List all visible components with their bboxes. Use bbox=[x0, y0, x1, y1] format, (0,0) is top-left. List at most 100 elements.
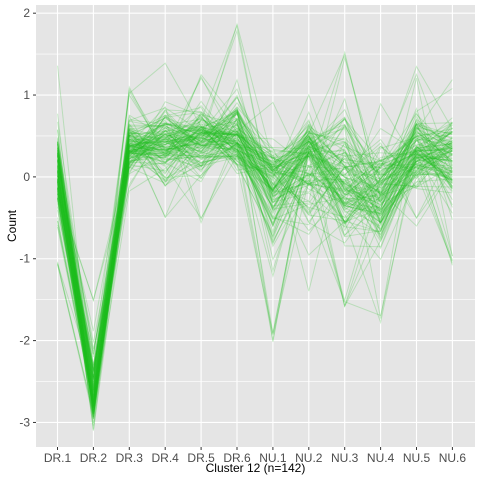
y-axis: -3 -2 -1 0 1 2 bbox=[19, 6, 36, 429]
y-tick-label: 1 bbox=[23, 88, 30, 102]
series-line bbox=[57, 85, 453, 412]
series-line bbox=[57, 128, 453, 393]
series-line bbox=[57, 137, 453, 412]
series-line bbox=[57, 122, 453, 417]
series-line bbox=[57, 130, 453, 392]
series-line bbox=[57, 134, 453, 411]
series-line bbox=[57, 114, 453, 408]
x-tick-label: NU.6 bbox=[439, 451, 467, 465]
series-line bbox=[57, 109, 453, 404]
series-line bbox=[57, 128, 453, 372]
y-tick-label: 0 bbox=[23, 170, 30, 184]
series-line bbox=[57, 117, 453, 415]
series-line bbox=[57, 102, 453, 408]
x-tick-label: DR.4 bbox=[152, 451, 180, 465]
series-line bbox=[57, 108, 453, 411]
series-line bbox=[57, 135, 453, 405]
series-line bbox=[57, 116, 453, 408]
series-line bbox=[57, 126, 453, 414]
series-line bbox=[57, 133, 453, 418]
series-line bbox=[57, 122, 453, 431]
series-line bbox=[57, 118, 453, 395]
series-line bbox=[57, 121, 453, 406]
series-line bbox=[57, 118, 453, 392]
series-line bbox=[57, 65, 453, 404]
series-line bbox=[57, 123, 453, 419]
series-line bbox=[57, 53, 453, 423]
series-line bbox=[57, 101, 453, 378]
y-axis-title: Count bbox=[5, 209, 19, 242]
series-line bbox=[57, 115, 453, 414]
series-line bbox=[57, 128, 453, 418]
series-line bbox=[57, 77, 453, 332]
x-axis: DR.1 DR.2 DR.3 DR.4 DR.5 DR.6 NU.1 NU.2 NU.3 NU.4… bbox=[44, 447, 467, 465]
y-tick-label: -1 bbox=[19, 252, 30, 266]
series-line bbox=[57, 113, 453, 367]
series-line bbox=[57, 121, 453, 386]
series-line bbox=[57, 122, 453, 369]
series-line bbox=[57, 120, 453, 406]
series-line bbox=[57, 100, 453, 355]
series-line bbox=[57, 108, 453, 414]
series-line bbox=[57, 121, 453, 373]
series-line bbox=[57, 75, 453, 408]
series-line bbox=[57, 106, 453, 418]
series-line bbox=[57, 137, 453, 398]
series-line bbox=[57, 89, 453, 396]
series-line bbox=[57, 118, 453, 404]
series-line bbox=[57, 126, 453, 369]
x-tick-label: NU.3 bbox=[331, 451, 359, 465]
series-line bbox=[57, 106, 453, 408]
series-line bbox=[57, 127, 453, 379]
series-line bbox=[57, 118, 453, 402]
series-line bbox=[57, 113, 453, 373]
y-tick-label: 2 bbox=[23, 6, 30, 20]
series-line bbox=[57, 126, 453, 351]
series-line bbox=[57, 110, 453, 302]
series-line bbox=[57, 97, 453, 407]
series-line bbox=[57, 119, 453, 387]
series-line bbox=[57, 65, 453, 372]
series-line bbox=[57, 106, 453, 408]
x-axis-title: Cluster 12 (n=142) bbox=[206, 461, 306, 475]
series-line bbox=[57, 50, 453, 379]
y-tick-label: -2 bbox=[19, 334, 30, 348]
series-line bbox=[57, 129, 453, 416]
series-line bbox=[57, 110, 453, 366]
series-line bbox=[57, 111, 453, 390]
series-line bbox=[57, 134, 453, 385]
series-line bbox=[57, 119, 453, 393]
series-line bbox=[57, 116, 453, 411]
series-line bbox=[57, 73, 453, 397]
series-line bbox=[57, 132, 453, 373]
series-line bbox=[57, 125, 453, 407]
series-line bbox=[57, 29, 453, 405]
series-line bbox=[57, 106, 453, 406]
series-line bbox=[57, 112, 453, 397]
x-tick-label: DR.5 bbox=[187, 451, 215, 465]
series-line bbox=[57, 109, 453, 392]
series-line bbox=[57, 111, 453, 409]
series-line bbox=[57, 108, 453, 388]
series-line bbox=[57, 117, 453, 410]
series-line bbox=[57, 129, 453, 407]
x-tick-label: DR.1 bbox=[44, 451, 72, 465]
series-line bbox=[57, 121, 453, 343]
series-line bbox=[57, 102, 453, 411]
series-line bbox=[57, 117, 453, 398]
series-line bbox=[57, 109, 453, 382]
series-line bbox=[57, 93, 453, 358]
series-line bbox=[57, 129, 453, 384]
x-tick-label: NU.4 bbox=[367, 451, 395, 465]
series-line bbox=[57, 126, 453, 414]
series-line bbox=[57, 134, 453, 404]
series-line bbox=[57, 111, 453, 403]
plot-panel bbox=[36, 5, 475, 447]
series-line bbox=[57, 96, 453, 406]
series-lines bbox=[57, 22, 453, 431]
series-line bbox=[57, 130, 453, 403]
x-tick-label: DR.2 bbox=[80, 451, 108, 465]
series-line bbox=[57, 117, 453, 398]
series-line bbox=[57, 112, 453, 385]
